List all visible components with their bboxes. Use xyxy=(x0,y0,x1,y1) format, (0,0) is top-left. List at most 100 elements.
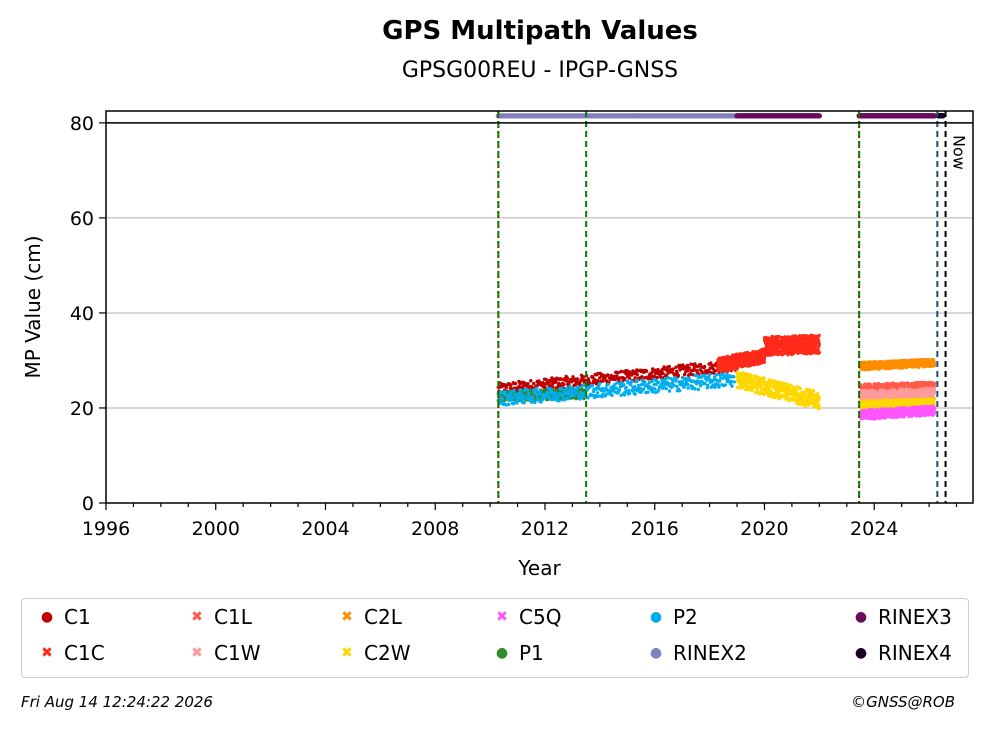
data-point xyxy=(598,381,602,386)
data-point xyxy=(562,382,566,387)
data-point xyxy=(546,386,550,390)
data-point xyxy=(512,388,516,393)
chart-subtitle: GPSG00REU - IPGP-GNSS xyxy=(401,58,679,83)
data-point xyxy=(506,402,511,407)
data-point xyxy=(676,373,681,378)
data-point xyxy=(749,374,753,378)
data-point xyxy=(674,365,678,369)
data-point xyxy=(932,390,937,394)
data-point xyxy=(549,387,553,391)
data-point xyxy=(522,401,526,405)
data-point xyxy=(672,383,676,387)
data-point xyxy=(544,377,548,382)
data-point xyxy=(632,385,637,389)
data-point xyxy=(557,399,561,403)
data-point xyxy=(630,379,634,384)
data-point xyxy=(640,375,644,379)
data-point xyxy=(762,356,767,361)
data-point xyxy=(641,387,646,391)
data-point xyxy=(650,370,654,374)
data-point xyxy=(817,339,821,343)
data-point xyxy=(650,390,655,394)
data-point xyxy=(730,384,734,388)
data-point xyxy=(646,390,650,394)
data-point xyxy=(572,393,576,398)
chart-title: GPS Multipath Values xyxy=(382,16,698,46)
data-point xyxy=(635,378,640,383)
data-point xyxy=(655,375,659,380)
data-point xyxy=(652,374,657,378)
data-point xyxy=(543,386,547,390)
data-point xyxy=(717,385,721,389)
data-point xyxy=(667,364,671,369)
data-point xyxy=(932,407,937,411)
series-rinex3 xyxy=(734,113,938,119)
data-point xyxy=(595,391,600,395)
data-point xyxy=(635,373,639,377)
data-point xyxy=(693,387,697,391)
data-point xyxy=(932,387,936,391)
data-point xyxy=(604,392,609,396)
data-point xyxy=(591,375,595,379)
data-point xyxy=(925,386,930,390)
data-point xyxy=(792,351,796,355)
data-point xyxy=(525,388,530,392)
series-c2l xyxy=(858,357,937,372)
data-point xyxy=(690,373,695,377)
data-point xyxy=(627,391,632,396)
data-point xyxy=(653,387,657,391)
data-point xyxy=(656,380,660,384)
data-point xyxy=(590,383,595,388)
data-point xyxy=(508,398,512,403)
data-point xyxy=(627,388,631,393)
data-point xyxy=(664,374,669,378)
data-point xyxy=(868,382,872,387)
data-point xyxy=(678,389,682,393)
data-point xyxy=(571,375,575,379)
data-point xyxy=(564,386,569,391)
data-point xyxy=(566,397,570,401)
data-point xyxy=(682,372,687,377)
data-point xyxy=(932,397,937,401)
data-point xyxy=(732,375,736,379)
data-point xyxy=(515,399,520,403)
data-point xyxy=(500,397,504,401)
data-point xyxy=(574,391,579,395)
data-point xyxy=(643,380,647,384)
data-point xyxy=(686,386,690,390)
data-point xyxy=(664,386,668,391)
data-point xyxy=(622,393,627,397)
data-point xyxy=(633,376,637,380)
data-point xyxy=(551,390,555,395)
data-point xyxy=(707,372,712,377)
data-point xyxy=(526,382,530,386)
data-point xyxy=(687,366,691,370)
data-point xyxy=(702,364,707,369)
data-point xyxy=(674,377,678,381)
data-point xyxy=(624,385,628,390)
data-point xyxy=(762,376,766,381)
data-point xyxy=(817,342,822,346)
data-point xyxy=(622,382,626,387)
data-point xyxy=(715,373,719,377)
data-point xyxy=(681,363,685,367)
data-point xyxy=(633,392,637,396)
data-point xyxy=(627,376,632,380)
data-point xyxy=(527,391,531,395)
data-point xyxy=(816,336,820,341)
data-point xyxy=(644,369,649,373)
data-point xyxy=(636,383,641,388)
data-point xyxy=(532,381,536,386)
data-point xyxy=(659,375,663,379)
data-point xyxy=(518,388,522,392)
data-point xyxy=(817,333,821,338)
data-point xyxy=(554,379,558,383)
data-point xyxy=(582,375,586,379)
data-point xyxy=(706,383,710,388)
data-point xyxy=(817,396,821,400)
data-point xyxy=(814,344,818,348)
data-point xyxy=(522,394,526,398)
data-point xyxy=(732,380,736,384)
data-point xyxy=(504,385,508,389)
data-point xyxy=(713,385,717,389)
